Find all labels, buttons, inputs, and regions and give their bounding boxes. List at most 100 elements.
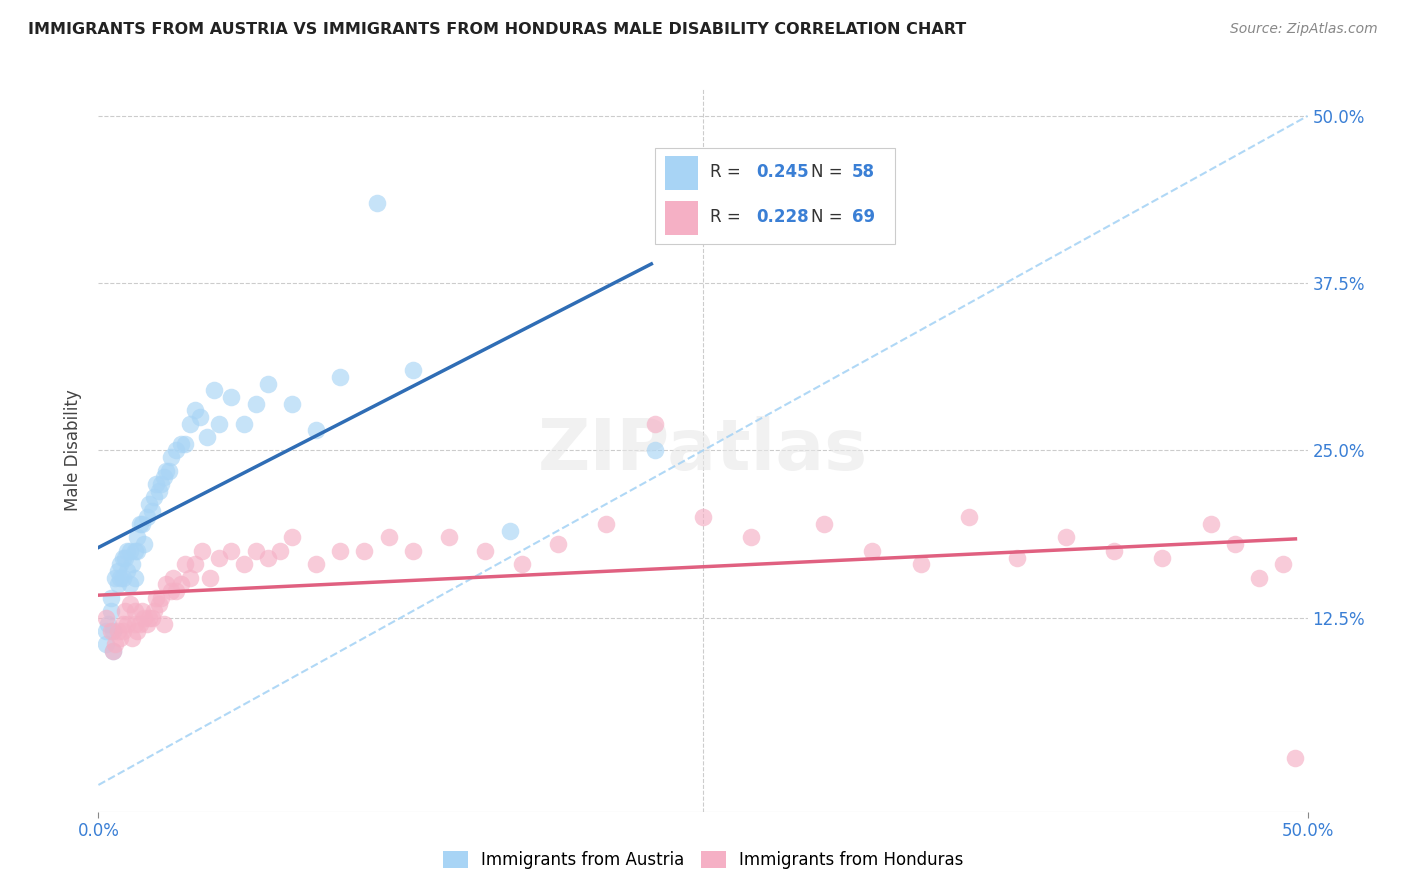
Point bbox=[208, 417, 231, 431]
Point bbox=[232, 417, 254, 431]
Point bbox=[134, 611, 156, 625]
Point bbox=[329, 544, 352, 558]
Point bbox=[127, 624, 149, 639]
Point bbox=[1102, 544, 1125, 558]
Point bbox=[1284, 751, 1306, 765]
Point bbox=[245, 544, 267, 558]
Point bbox=[107, 624, 129, 639]
Point bbox=[813, 517, 835, 532]
Point bbox=[169, 437, 191, 451]
Point bbox=[135, 510, 157, 524]
Point bbox=[121, 557, 143, 572]
Point bbox=[118, 577, 141, 591]
FancyBboxPatch shape bbox=[655, 148, 896, 244]
Point bbox=[191, 544, 214, 558]
Point bbox=[281, 396, 304, 410]
Point bbox=[124, 617, 146, 632]
Point bbox=[131, 604, 153, 618]
Point bbox=[152, 470, 174, 484]
Point bbox=[179, 571, 201, 585]
Point bbox=[329, 369, 352, 384]
Point bbox=[114, 604, 136, 618]
Point bbox=[145, 476, 167, 491]
Point bbox=[101, 644, 124, 658]
Point bbox=[644, 417, 666, 431]
Point bbox=[94, 637, 117, 651]
Point bbox=[281, 530, 304, 544]
Point bbox=[269, 544, 291, 558]
Point bbox=[155, 577, 177, 591]
Point bbox=[101, 644, 124, 658]
Text: N =: N = bbox=[811, 163, 848, 181]
Point bbox=[510, 557, 533, 572]
Point bbox=[145, 591, 167, 605]
Point bbox=[141, 503, 163, 517]
Point bbox=[108, 571, 131, 585]
Point bbox=[184, 403, 207, 417]
Point bbox=[152, 617, 174, 632]
Point bbox=[114, 550, 136, 565]
Point bbox=[692, 510, 714, 524]
Point bbox=[135, 617, 157, 632]
Text: ZIPatlas: ZIPatlas bbox=[538, 416, 868, 485]
Point bbox=[160, 450, 183, 465]
Point bbox=[256, 376, 278, 391]
Text: 0.245: 0.245 bbox=[756, 163, 808, 181]
Text: 58: 58 bbox=[852, 163, 875, 181]
Point bbox=[104, 637, 127, 651]
Point bbox=[131, 517, 153, 532]
Point bbox=[94, 624, 117, 639]
Point bbox=[157, 464, 180, 478]
Point bbox=[141, 611, 163, 625]
Point bbox=[162, 571, 184, 585]
Point bbox=[111, 624, 134, 639]
Point bbox=[256, 550, 278, 565]
Text: R =: R = bbox=[710, 209, 747, 227]
Point bbox=[1152, 550, 1174, 565]
Point bbox=[174, 437, 197, 451]
Point bbox=[150, 591, 173, 605]
Point bbox=[1007, 550, 1029, 565]
Point bbox=[143, 604, 166, 618]
Point bbox=[595, 517, 617, 532]
Point bbox=[100, 604, 122, 618]
Point bbox=[221, 390, 243, 404]
Bar bbox=[665, 156, 699, 190]
Point bbox=[121, 631, 143, 645]
Point bbox=[100, 591, 122, 605]
Text: IMMIGRANTS FROM AUSTRIA VS IMMIGRANTS FROM HONDURAS MALE DISABILITY CORRELATION : IMMIGRANTS FROM AUSTRIA VS IMMIGRANTS FR… bbox=[28, 22, 966, 37]
Point bbox=[1199, 517, 1222, 532]
Point bbox=[188, 410, 211, 425]
Point bbox=[366, 196, 388, 211]
Point bbox=[94, 611, 117, 625]
Point bbox=[111, 550, 134, 565]
Point bbox=[165, 443, 187, 458]
Point bbox=[107, 577, 129, 591]
Point bbox=[100, 624, 122, 639]
Point bbox=[155, 464, 177, 478]
Point bbox=[305, 557, 328, 572]
Point bbox=[353, 544, 375, 558]
Point bbox=[138, 497, 160, 511]
Point bbox=[138, 611, 160, 625]
Point bbox=[111, 617, 134, 632]
Y-axis label: Male Disability: Male Disability bbox=[65, 390, 83, 511]
Point bbox=[108, 631, 131, 645]
Point bbox=[150, 476, 173, 491]
Point bbox=[143, 491, 166, 505]
Text: R =: R = bbox=[710, 163, 747, 181]
Point bbox=[1054, 530, 1077, 544]
Point bbox=[104, 571, 127, 585]
Point bbox=[97, 617, 120, 632]
Point bbox=[740, 530, 762, 544]
Point bbox=[644, 443, 666, 458]
Point bbox=[117, 564, 139, 578]
Point bbox=[117, 544, 139, 558]
Point bbox=[124, 604, 146, 618]
Point bbox=[498, 524, 520, 538]
Point bbox=[232, 557, 254, 572]
Point bbox=[165, 584, 187, 599]
Point bbox=[160, 584, 183, 599]
Point bbox=[184, 557, 207, 572]
Point bbox=[547, 537, 569, 551]
